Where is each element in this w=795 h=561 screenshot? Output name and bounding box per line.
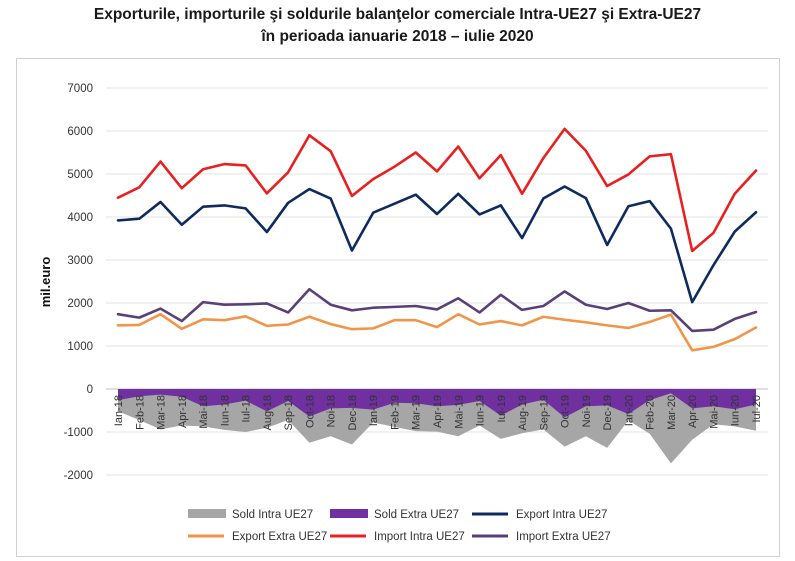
line-import-extra-ue27 [116,287,758,333]
x-tick-label: Feb-19 [389,395,401,430]
x-tick-label: Iun-19 [475,395,487,426]
x-tick-label: Ian-20 [623,395,635,426]
x-tick-label: Iun-18 [219,395,231,426]
legend-swatch [188,509,226,518]
chart-title-line1: Exporturile, importurile şi soldurile ba… [93,6,702,23]
x-tick-label: Oct-18 [304,395,316,428]
x-tick-label: Mai-20 [708,395,720,429]
x-tick-label: Iul-20 [751,395,763,423]
area-series [118,389,756,464]
legend-swatch [330,509,368,518]
x-tick-label: Apr-18 [177,395,189,428]
y-axis-label: mil.euro [38,257,53,308]
x-tick-label: Iul-19 [496,395,508,423]
y-tick-label: 2000 [67,298,93,310]
x-tick-label: Iul-18 [241,395,253,423]
y-tick-label: 4000 [67,212,93,224]
y-tick-label: 0 [87,384,93,396]
x-tick-label: Sep-18 [283,395,295,430]
gridlines [106,87,768,476]
area-sold-intra-ue27 [118,389,756,464]
line-import-intra-ue27 [116,127,758,253]
y-tick-label: 3000 [67,255,93,267]
x-tick-label: Noi-18 [326,395,338,427]
x-tick-label: Aug-19 [517,395,529,430]
line-series [116,127,758,352]
line-export-extra-ue27 [116,312,758,352]
chart-title-line2: în perioada ianuarie 2018 – iulie 2020 [261,28,534,45]
chart-frame [16,58,780,557]
legend-label: Export Extra UE27 [232,531,327,543]
x-tick-label: Feb-20 [645,395,657,430]
x-tick-label: Mai-19 [453,395,465,429]
x-tick-label: Dec-19 [602,395,614,430]
legend-label: Sold Extra UE27 [374,509,459,521]
x-tick-label: Dec-18 [347,395,359,430]
legend-label: Export Intra UE27 [516,509,607,521]
area-sold-extra-ue27 [118,389,756,418]
line-export-intra-ue27 [116,185,758,304]
x-tick-label: Mar-18 [156,395,168,430]
x-tick-label: Noi-19 [581,395,593,427]
x-tick-label: Ian-18 [113,395,125,426]
x-tick-label: Aug-18 [262,395,274,430]
legend-label: Import Intra UE27 [374,531,465,543]
legend-label: Sold Intra UE27 [232,509,313,521]
x-tick-label: Mar-20 [666,395,678,430]
x-tick-label: Sep-19 [538,395,550,430]
x-tick-label: Feb-18 [134,395,146,430]
y-tick-label: 5000 [67,169,93,181]
x-tick-label: Apr-19 [432,395,444,428]
x-tick-label: Ian-19 [368,395,380,426]
legend: Sold Intra UE27 Sold Extra UE27 Export Int… [188,509,611,543]
y-tick-label: -2000 [64,470,93,482]
x-axis-ticks: Ian-18 Feb-18 Mar-18 Apr-18 Mai-18 Iun-18 Iul-… [113,395,763,430]
y-tick-label: 7000 [67,83,93,95]
y-tick-label: 6000 [67,126,93,138]
y-tick-label: -1000 [64,427,93,439]
x-tick-label: Oct-19 [560,395,572,428]
y-tick-label: 1000 [67,341,93,353]
x-tick-label: Mar-19 [411,395,423,430]
x-tick-label: Mai-18 [198,395,210,429]
y-axis-ticks: -2000 -1000 0 1000 2000 3000 4000 5000 6000 7000 [64,83,93,482]
legend-label: Import Extra UE27 [516,531,611,543]
x-tick-label: Apr-20 [687,395,699,428]
x-tick-label: Iun-20 [730,395,742,426]
